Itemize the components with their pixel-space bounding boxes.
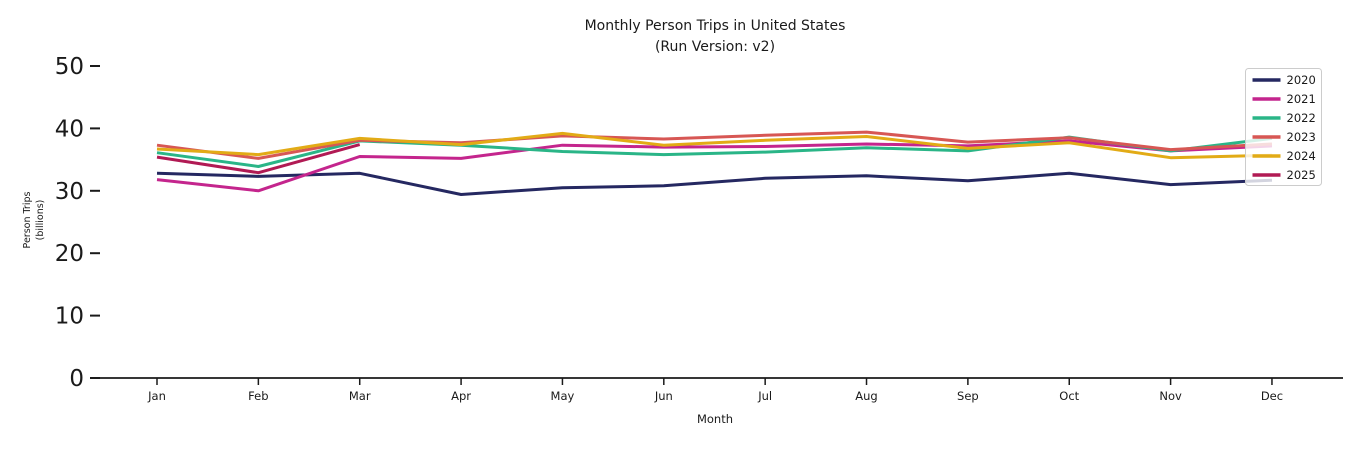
x-tick-label: May — [551, 389, 575, 403]
y-tick-label: 0 — [69, 366, 84, 392]
x-tick-label: Jan — [147, 389, 166, 403]
x-tick-label: Feb — [248, 389, 268, 403]
y-tick-label: 50 — [55, 54, 84, 80]
x-tick-label: Dec — [1261, 389, 1283, 403]
x-tick-label: Sep — [957, 389, 979, 403]
chart-title-line1: Monthly Person Trips in United States — [585, 18, 846, 34]
legend-item-2025: 2025 — [1287, 168, 1316, 182]
x-tick-label: Apr — [451, 389, 471, 403]
series-line-2021 — [156, 139, 1273, 193]
series-line-2024 — [156, 131, 1273, 160]
y-axis-label-line1: Person Trips — [22, 192, 33, 249]
chart-title-line2: (Run Version: v2) — [655, 39, 775, 55]
legend-item-2022: 2022 — [1287, 111, 1316, 125]
y-tick-label: 40 — [55, 116, 84, 142]
series-line-2023 — [156, 130, 1273, 160]
y-tick-label: 10 — [55, 304, 84, 330]
series-line-2025 — [156, 143, 361, 175]
x-axis-label: Month — [697, 412, 733, 426]
legend-item-2020: 2020 — [1287, 73, 1316, 87]
legend-item-2021: 2021 — [1287, 92, 1316, 106]
x-tick-label: Oct — [1059, 389, 1079, 403]
legend-item-2024: 2024 — [1287, 149, 1316, 163]
y-tick-label: 30 — [55, 179, 84, 205]
x-tick-label: Aug — [855, 389, 877, 403]
legend-item-2023: 2023 — [1287, 130, 1316, 144]
x-tick-label: Nov — [1159, 389, 1182, 403]
x-tick-label: Jun — [654, 389, 673, 403]
x-tick-label: Jul — [757, 389, 772, 403]
series-line-2020 — [156, 171, 1273, 196]
y-tick-label: 20 — [55, 241, 84, 267]
x-tick-label: Mar — [349, 389, 371, 403]
y-axis-label-line2: (billions) — [35, 200, 46, 241]
